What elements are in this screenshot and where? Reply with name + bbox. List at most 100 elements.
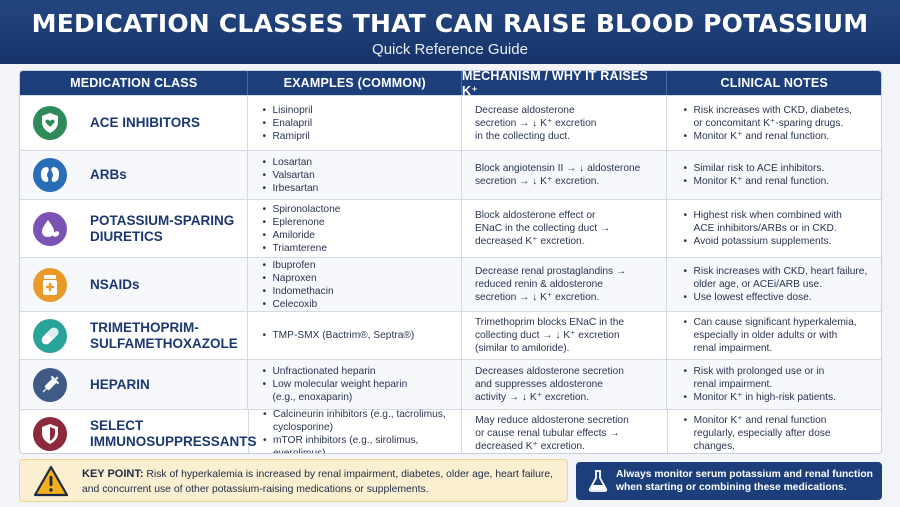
note-item: Monitor K⁺ and renal function regularly,…	[684, 414, 831, 453]
class-name: HEPARIN	[90, 376, 150, 392]
kidneys-icon	[33, 158, 67, 192]
note-item: Monitor K⁺ and renal function.	[683, 130, 852, 143]
table-row: HEPARIN Unfractionated heparinLow molecu…	[20, 359, 881, 409]
table-row: ARBs LosartanValsartanIrbesartan Block a…	[20, 150, 881, 199]
class-cell: HEPARIN	[20, 360, 249, 409]
examples-cell: LosartanValsartanIrbesartan	[248, 151, 462, 199]
mechanism-text: Block aldosterone effect or ENaC in the …	[474, 210, 611, 247]
example-item: Amiloride	[262, 229, 340, 242]
key-point-box: KEY POINT: Risk of hyperkalemia is incre…	[19, 459, 568, 502]
examples-cell: SpironolactoneEplerenoneAmilorideTriamte…	[248, 200, 462, 257]
mechanism-cell: Block aldosterone effect or ENaC in the …	[462, 200, 668, 257]
class-name: ARBs	[90, 167, 127, 182]
example-item: Lisinopril	[262, 104, 312, 117]
mechanism-cell: Decreases aldosterone secretion and supp…	[462, 360, 668, 409]
mechanism-cell: Block angiotensin II → ↓ aldosterone sec…	[462, 151, 668, 199]
example-item: Eplerenone	[262, 216, 340, 229]
example-item: Losartan	[262, 156, 318, 169]
example-item: TMP-SMX (Bactrim®, Septra®)	[262, 329, 414, 342]
notes-cell: Risk with prolonged use or in renal impa…	[667, 360, 881, 409]
flask-icon	[587, 469, 609, 498]
mechanism-text: Trimethoprim blocks ENaC in the collecti…	[474, 317, 625, 354]
example-item: Calcineurin inhibitors (e.g., tacrolimus…	[263, 408, 446, 434]
example-item: Indomethacin	[262, 285, 333, 298]
class-name: SELECT IMMUNOSUPPRESSANTS	[90, 417, 257, 449]
class-name: NSAIDs	[90, 276, 140, 292]
notes-cell: Monitor K⁺ and renal function regularly,…	[668, 410, 881, 453]
class-cell: ACE INHIBITORS	[20, 96, 249, 150]
example-item: Low molecular weight heparin (e.g., enox…	[262, 378, 407, 404]
capsule-icon	[33, 318, 67, 353]
column-header-examples: EXAMPLES (COMMON)	[248, 71, 462, 95]
example-item: Spironolactone	[262, 203, 340, 216]
pill-bottle-icon	[33, 267, 67, 302]
note-item: Risk with prolonged use or in renal impa…	[683, 365, 835, 391]
mechanism-text: May reduce aldosterone secretion or caus…	[475, 415, 629, 452]
class-cell: ARBs	[20, 151, 249, 199]
medication-table: MEDICATION CLASS EXAMPLES (COMMON) MECHA…	[19, 70, 882, 454]
examples-cell: IbuprofenNaproxenIndomethacinCelecoxib	[248, 258, 462, 311]
key-point-body: Risk of hyperkalemia is increased by ren…	[82, 469, 554, 495]
mechanism-cell: Decrease aldosterone secretion → ↓ K⁺ ex…	[462, 96, 668, 150]
mechanism-text: Block angiotensin II → ↓ aldosterone sec…	[474, 163, 641, 187]
examples-cell: Unfractionated heparinLow molecular weig…	[248, 360, 462, 409]
example-item: Enalapril	[262, 117, 312, 130]
monitor-text: Always monitor serum potassium and renal…	[616, 469, 873, 493]
class-cell: NSAIDs	[20, 258, 249, 311]
class-cell: POTASSIUM-SPARING DIURETICS	[20, 200, 249, 257]
table-body: ACE INHIBITORS LisinoprilEnalaprilRamipr…	[20, 95, 881, 454]
example-item: Naproxen	[262, 272, 333, 285]
note-item: Use lowest effective dose.	[683, 291, 867, 304]
notes-cell: Risk increases with CKD, diabetes, or co…	[667, 96, 881, 150]
column-header-class: MEDICATION CLASS	[20, 71, 249, 95]
table-row: SELECT IMMUNOSUPPRESSANTS Calcineurin in…	[20, 408, 881, 454]
key-point-label: KEY POINT:	[82, 468, 144, 480]
mechanism-text: Decrease renal prostaglandins → reduced …	[474, 266, 627, 303]
notes-cell: Similar risk to ACE inhibitors.Monitor K…	[667, 151, 881, 199]
table-row: ACE INHIBITORS LisinoprilEnalaprilRamipr…	[20, 95, 881, 150]
notes-cell: Can cause significant hyperkalemia, espe…	[667, 312, 881, 359]
example-item: Ibuprofen	[262, 259, 333, 272]
column-header-mechanism: MECHANISM / WHY IT RAISES K⁺	[462, 71, 668, 98]
shield-icon	[33, 416, 67, 451]
warning-icon	[33, 465, 69, 502]
table-header: MEDICATION CLASS EXAMPLES (COMMON) MECHA…	[20, 71, 881, 98]
table-row: POTASSIUM-SPARING DIURETICS Spironolacto…	[20, 199, 881, 257]
example-item: Triamterene	[262, 242, 340, 255]
class-name: TRIMETHOPRIM- SULFAMETHOXAZOLE	[90, 319, 238, 351]
note-item: Can cause significant hyperkalemia, espe…	[683, 316, 856, 355]
class-name: ACE INHIBITORS	[90, 115, 201, 130]
notes-cell: Highest risk when combined with ACE inhi…	[667, 200, 881, 257]
note-item: Avoid potassium supplements.	[683, 235, 841, 248]
example-item: Ramipril	[262, 130, 312, 143]
mechanism-cell: Decrease renal prostaglandins → reduced …	[462, 258, 668, 311]
heart-shield-icon	[33, 106, 67, 140]
monitor-box: Always monitor serum potassium and renal…	[576, 462, 882, 500]
example-item: Valsartan	[262, 169, 318, 182]
column-header-notes: CLINICAL NOTES	[720, 76, 828, 90]
examples-cell: TMP-SMX (Bactrim®, Septra®)	[248, 312, 462, 359]
class-cell: TRIMETHOPRIM- SULFAMETHOXAZOLE	[20, 312, 249, 359]
class-name: POTASSIUM-SPARING DIURETICS	[90, 212, 235, 244]
syringe-icon	[33, 367, 67, 402]
note-item: Monitor K⁺ and renal function.	[683, 175, 829, 188]
class-cell: SELECT IMMUNOSUPPRESSANTS	[20, 410, 257, 453]
example-item: mTOR inhibitors (e.g., sirolimus, everol…	[263, 434, 446, 454]
note-item: Monitor K⁺ in high-risk patients.	[683, 391, 835, 404]
mechanism-cell: Trimethoprim blocks ENaC in the collecti…	[462, 312, 668, 359]
example-item: Celecoxib	[262, 298, 333, 311]
table-row: TRIMETHOPRIM- SULFAMETHOXAZOLE TMP-SMX (…	[20, 311, 881, 359]
example-item: Irbesartan	[262, 182, 318, 195]
note-item: Highest risk when combined with ACE inhi…	[683, 209, 841, 235]
examples-cell: Calcineurin inhibitors (e.g., tacrolimus…	[249, 408, 463, 454]
key-point-text: KEY POINT: Risk of hyperkalemia is incre…	[82, 467, 562, 497]
header: MEDICATION CLASSES THAT CAN RAISE BLOOD …	[0, 0, 900, 64]
page-subtitle: Quick Reference Guide	[372, 41, 528, 58]
table-row: NSAIDs IbuprofenNaproxenIndomethacinCele…	[20, 257, 881, 311]
note-item: Risk increases with CKD, heart failure, …	[683, 265, 867, 291]
page-title: MEDICATION CLASSES THAT CAN RAISE BLOOD …	[31, 9, 869, 38]
droplet-pills-icon	[33, 211, 67, 246]
mechanism-text: Decreases aldosterone secretion and supp…	[474, 366, 624, 403]
example-item: Unfractionated heparin	[262, 365, 407, 378]
notes-cell: Risk increases with CKD, heart failure, …	[667, 258, 881, 311]
